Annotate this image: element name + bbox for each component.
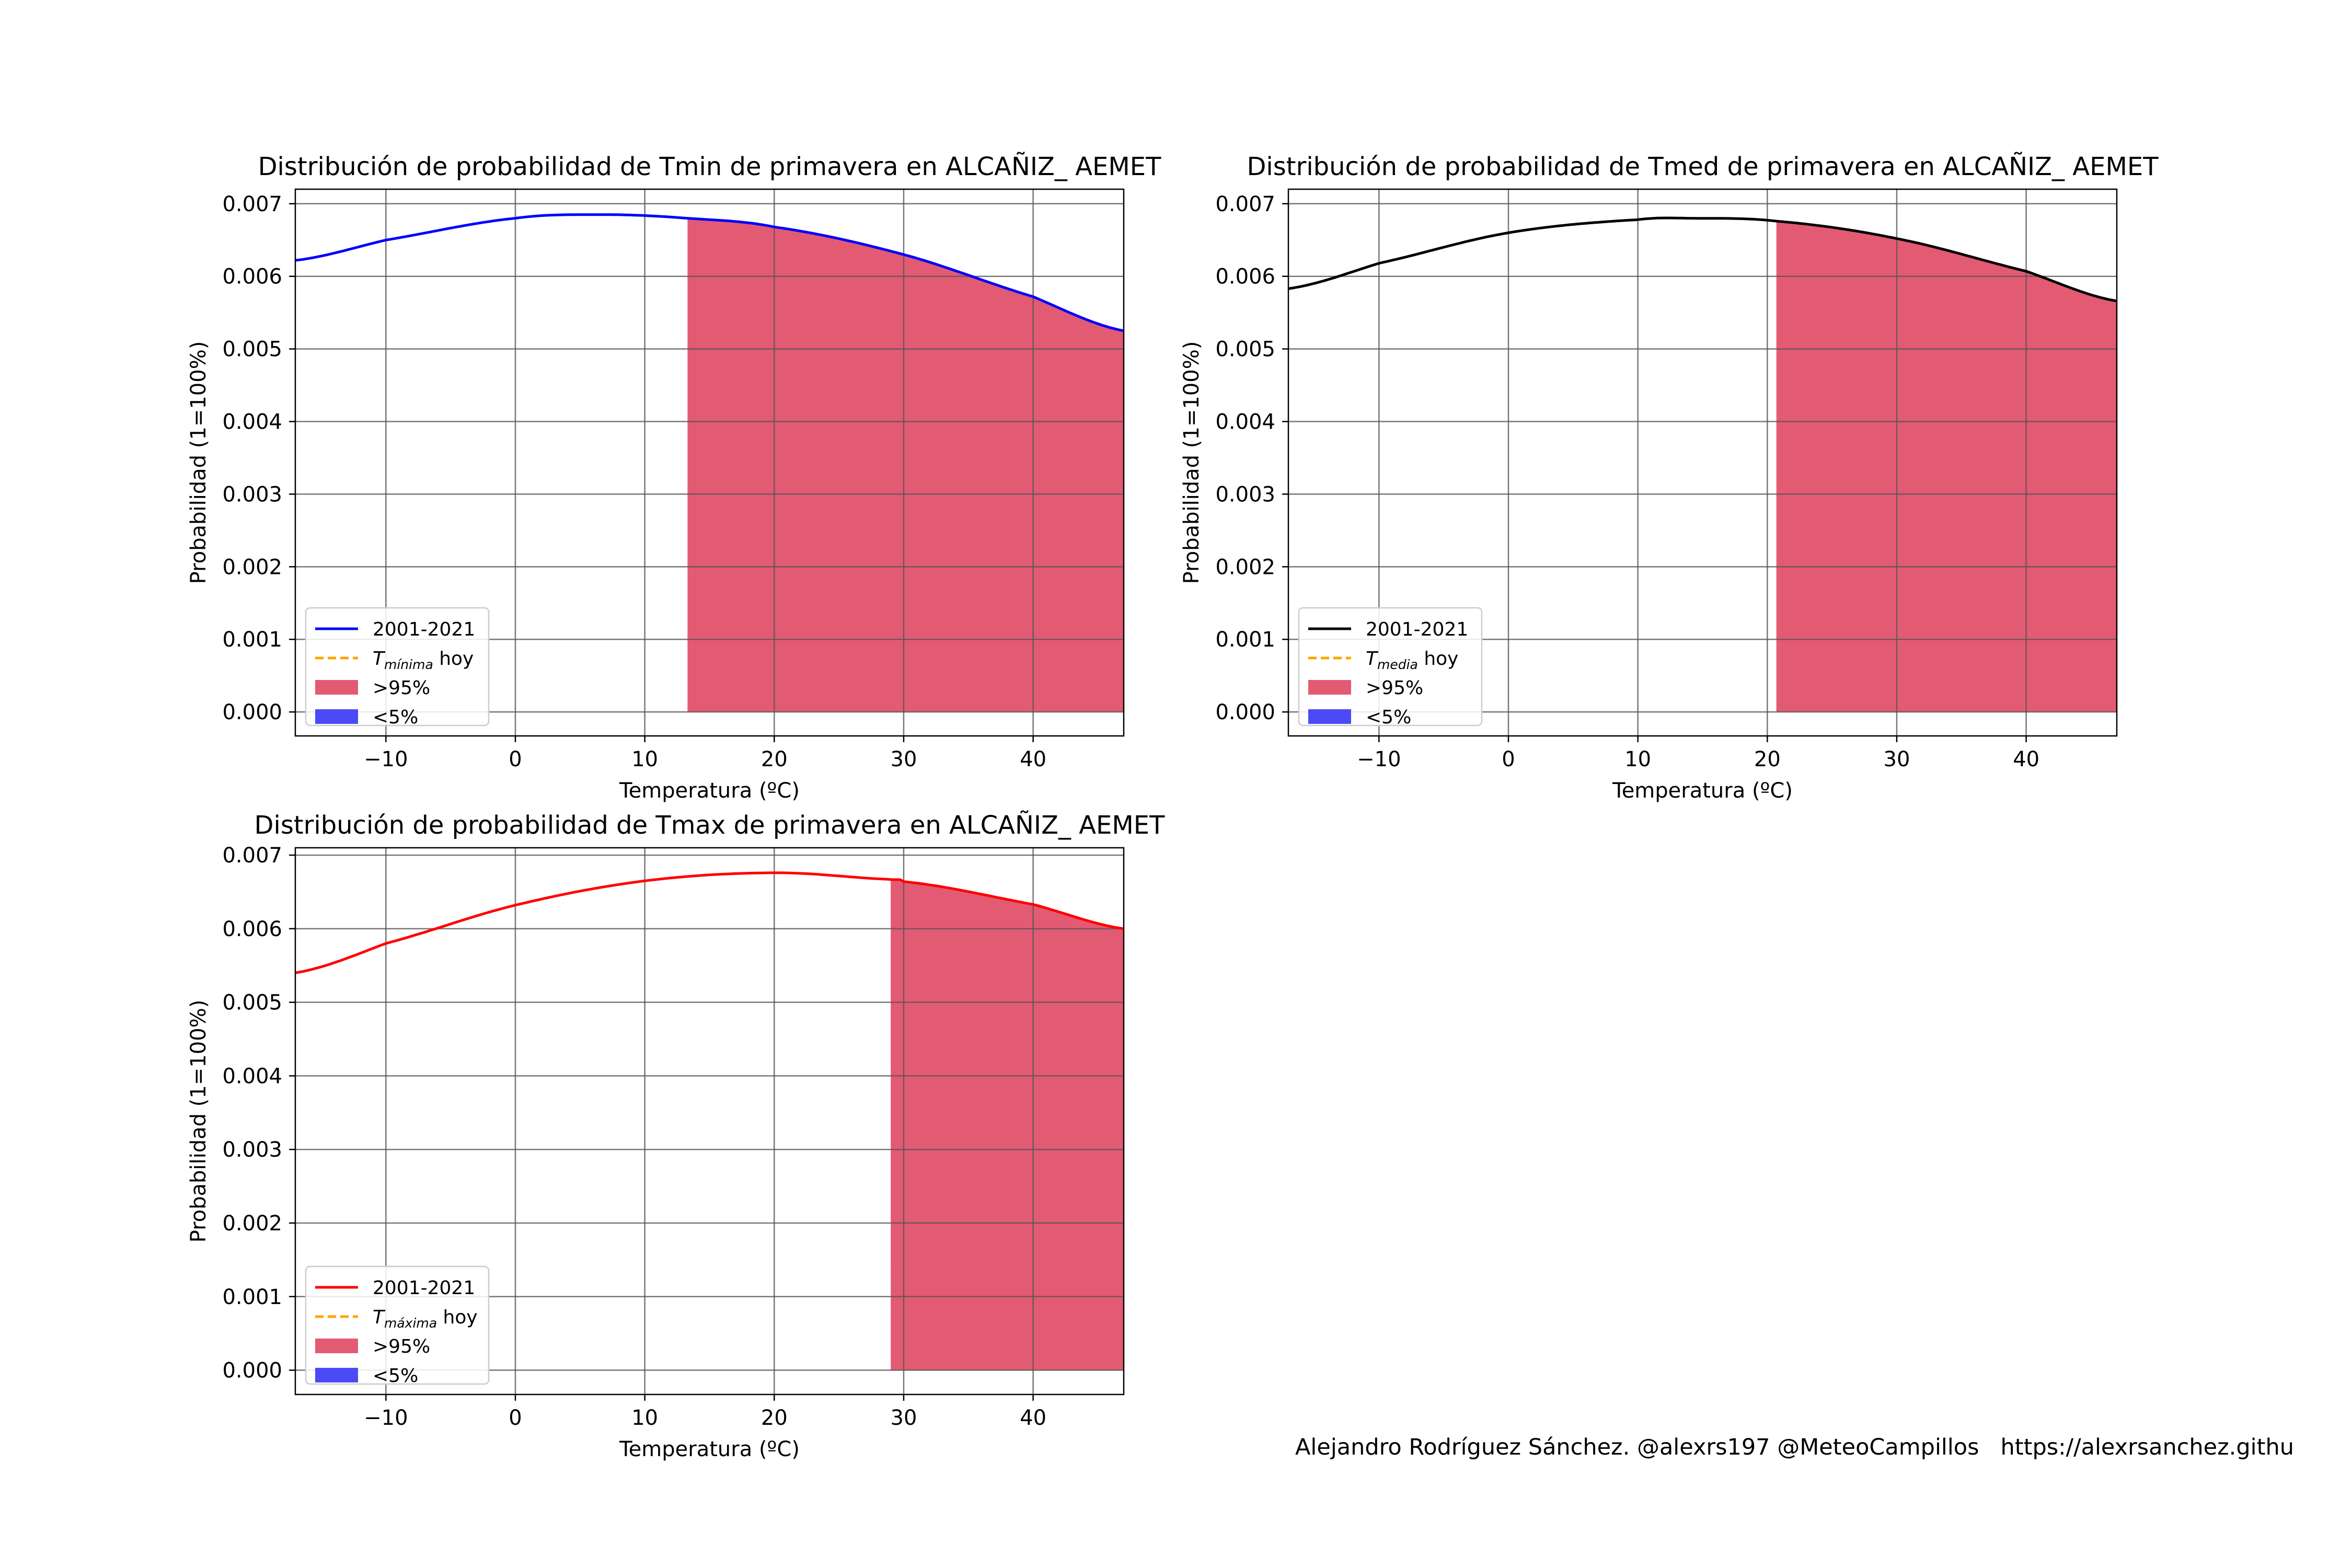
x-tick-label: −10 [364, 1406, 408, 1430]
y-tick-label: 0.000 [222, 700, 282, 724]
chart-title: Distribución de probabilidad de Tmax de … [255, 811, 1166, 840]
legend-handle-fill-high [315, 680, 358, 695]
y-tick-label: 0.001 [222, 1285, 282, 1309]
x-axis-label: Temperatura (ºC) [1612, 779, 1793, 803]
legend-label: >95% [1366, 677, 1423, 699]
axes-frame [1287, 188, 2118, 737]
x-tick-label: 10 [631, 747, 658, 771]
legend-label: Tmáxima hoy [373, 1307, 478, 1331]
y-tick-label: 0.006 [222, 917, 282, 941]
y-tick-label: 0.007 [222, 844, 282, 868]
legend-label: <5% [1366, 707, 1411, 728]
y-tick-label: 0.002 [222, 1212, 282, 1236]
legend-label: 2001-2021 [1366, 619, 1468, 640]
fill-above-95 [687, 218, 1124, 712]
x-tick-label: 30 [891, 747, 917, 771]
legend-label: Tmedia hoy [1366, 648, 1458, 672]
legend-handle-fill-low [1308, 709, 1351, 724]
legend-handle-fill-high [315, 1339, 358, 1353]
y-tick-label: 0.006 [222, 265, 282, 289]
x-tick-label: 20 [761, 747, 788, 771]
legend-label: 2001-2021 [373, 1277, 475, 1299]
x-tick-label: −10 [1357, 747, 1401, 771]
y-tick-label: 0.003 [222, 482, 282, 506]
y-tick-label: 0.005 [222, 338, 282, 362]
legend-label: 2001-2021 [373, 619, 475, 640]
y-tick-label: 0.000 [222, 1359, 282, 1383]
legend-handle-fill-low [315, 709, 358, 724]
x-tick-label: 0 [509, 1406, 522, 1430]
y-tick-label: 0.006 [1215, 265, 1275, 289]
credit-text: Alejandro Rodríguez Sánchez. @alexrs197 … [1295, 1434, 2294, 1460]
x-axis-label: Temperatura (ºC) [619, 779, 800, 803]
axes-frame [294, 188, 1125, 737]
x-tick-label: 40 [2013, 747, 2039, 771]
series-line [295, 871, 1124, 974]
series-line [295, 213, 1124, 332]
legend-box [305, 607, 490, 727]
legend-label: >95% [373, 677, 430, 699]
legend-handle-fill-low [315, 1368, 358, 1382]
x-tick-label: 20 [761, 1406, 788, 1430]
y-tick-label: 0.001 [1215, 628, 1275, 652]
series-line [1288, 216, 2117, 303]
y-axis-label: Probabilidad (1=100%) [187, 1000, 211, 1243]
y-tick-label: 0.005 [222, 991, 282, 1015]
legend-handle-fill-high [1308, 680, 1351, 695]
legend-box [305, 1265, 490, 1385]
x-tick-label: 20 [1754, 747, 1781, 771]
x-tick-label: 10 [1624, 747, 1651, 771]
x-tick-label: 40 [1020, 1406, 1046, 1430]
chart-title: Distribución de probabilidad de Tmin de … [258, 152, 1162, 181]
x-tick-label: 10 [631, 1406, 658, 1430]
y-tick-label: 0.003 [1215, 482, 1275, 506]
y-axis-label: Probabilidad (1=100%) [187, 341, 211, 584]
legend-box [1298, 607, 1483, 727]
x-tick-label: −10 [364, 747, 408, 771]
y-tick-label: 0.003 [222, 1138, 282, 1162]
y-tick-label: 0.004 [222, 1064, 282, 1088]
y-tick-label: 0.007 [222, 192, 282, 216]
axes-frame [294, 847, 1125, 1396]
y-tick-label: 0.007 [1215, 192, 1275, 216]
x-tick-label: 30 [1884, 747, 1910, 771]
chart-title: Distribución de probabilidad de Tmed de … [1247, 152, 2159, 181]
x-tick-label: 0 [509, 747, 522, 771]
y-tick-label: 0.002 [222, 555, 282, 579]
x-tick-label: 0 [1502, 747, 1515, 771]
y-axis-label: Probabilidad (1=100%) [1180, 341, 1204, 584]
legend-label: <5% [373, 707, 418, 728]
legend-label: Tmínima hoy [373, 648, 474, 672]
y-tick-label: 0.002 [1215, 555, 1275, 579]
legend-label: <5% [373, 1365, 418, 1387]
x-tick-label: 30 [891, 1406, 917, 1430]
legend-label: >95% [373, 1336, 430, 1357]
y-tick-label: 0.004 [1215, 410, 1275, 434]
y-tick-label: 0.001 [222, 628, 282, 652]
y-tick-label: 0.004 [222, 410, 282, 434]
x-axis-label: Temperatura (ºC) [619, 1437, 800, 1461]
x-tick-label: 40 [1020, 747, 1046, 771]
fill-above-95 [1776, 221, 2117, 712]
y-tick-label: 0.000 [1215, 700, 1275, 724]
y-tick-label: 0.005 [1215, 338, 1275, 362]
